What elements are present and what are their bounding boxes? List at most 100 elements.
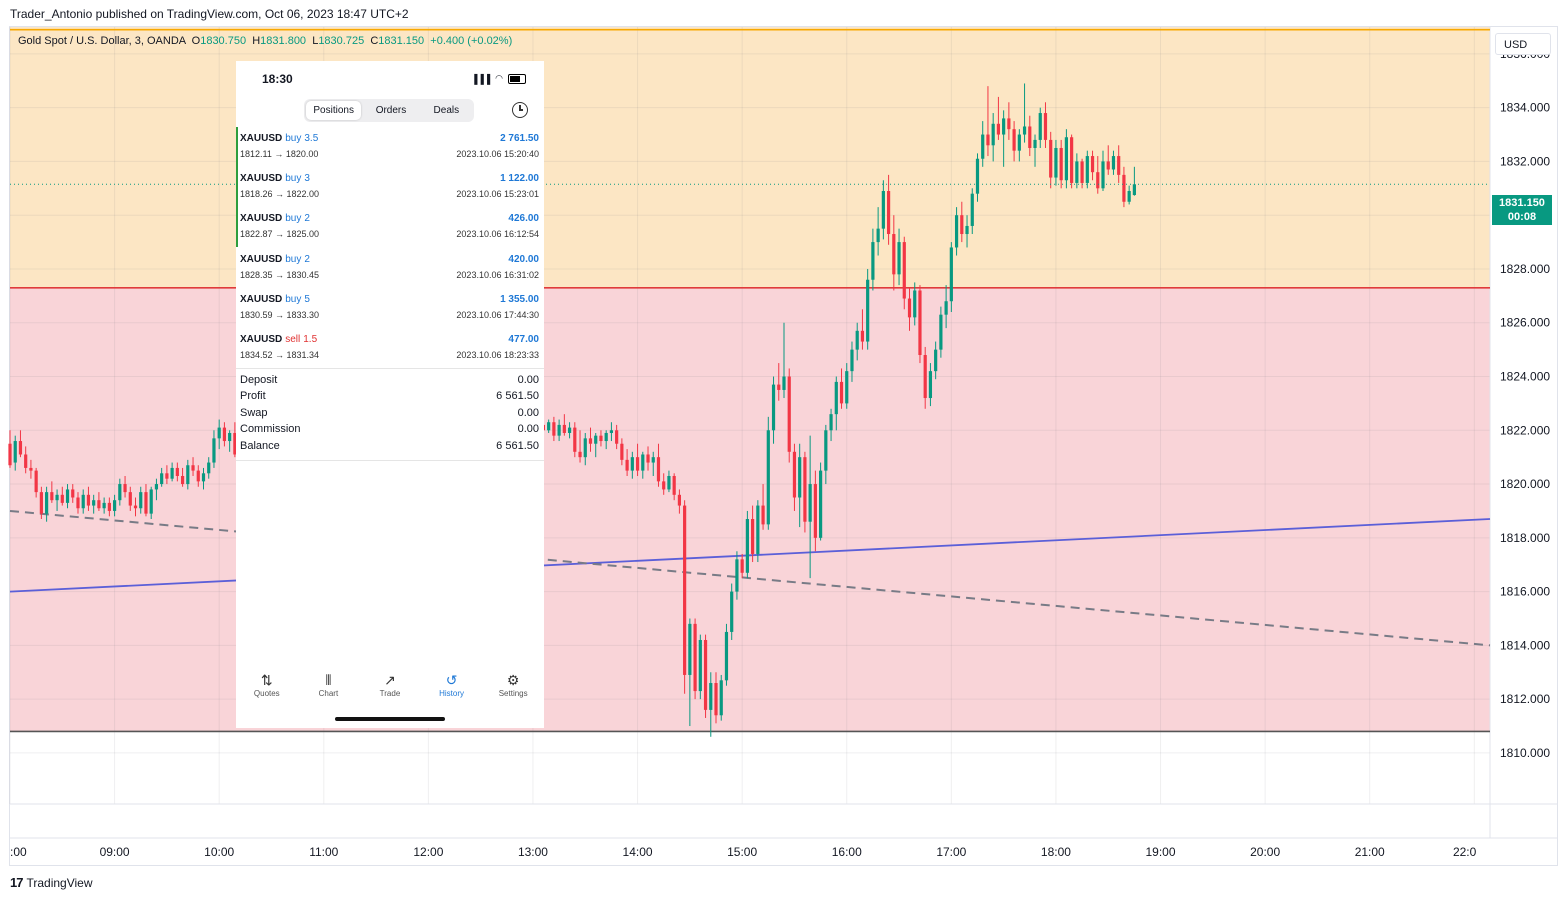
position-symbol: XAUUSD buy 3.5 — [240, 133, 319, 144]
position-symbol: XAUUSD buy 5 — [240, 293, 310, 305]
candle-body — [808, 484, 812, 522]
candle-body — [824, 430, 828, 471]
candle-body — [583, 438, 587, 458]
x-tick-label: 20:00 — [1250, 845, 1280, 859]
position-profit: 1 122.00 — [500, 173, 539, 185]
candle-body — [677, 494, 681, 506]
candle-body — [1038, 113, 1042, 140]
position-volume: 2 — [304, 253, 310, 265]
signal-icon: ▐▐▐ — [471, 73, 491, 84]
candle-body — [766, 430, 770, 525]
position-volume: 3 — [304, 173, 310, 185]
candle-body — [970, 193, 974, 226]
legend-high: 1831.800 — [260, 35, 307, 47]
candle-body — [819, 470, 823, 538]
period-clock-icon[interactable] — [512, 102, 528, 118]
candle-body — [803, 457, 807, 522]
tab-orders[interactable]: Orders — [375, 105, 407, 116]
position-row[interactable]: XAUUSD sell 1.5 1834.52 → 1831.34 477.00 2023… — [236, 334, 544, 374]
candle-body — [923, 355, 927, 399]
chart-icon: ⫴ — [325, 672, 332, 688]
position-marker — [236, 127, 238, 167]
x-tick-label: 18:00 — [1041, 845, 1071, 859]
candle-body — [829, 414, 833, 431]
position-prices: 1830.59 → 1833.30 — [240, 309, 320, 320]
position-row[interactable]: XAUUSD buy 3 1818.26 → 1822.00 1 122.00 2023.… — [236, 167, 544, 213]
candle-body — [1017, 134, 1021, 151]
y-tick-label: 1834.000 — [1500, 101, 1550, 115]
candle-body — [29, 467, 33, 471]
summary-row-commission: Commission 0.00 — [240, 423, 539, 436]
candle-body — [892, 234, 896, 275]
candle-body — [1101, 161, 1105, 189]
tab-trade[interactable]: ↗ Trade — [359, 671, 421, 711]
candle-body — [719, 680, 723, 716]
candle-body — [8, 443, 12, 466]
candle-body — [212, 438, 216, 463]
tab-deals[interactable]: Deals — [433, 105, 460, 116]
settings-icon: ⚙ — [506, 672, 520, 688]
candle-body — [18, 441, 23, 455]
candle-body — [1007, 118, 1011, 130]
x-tick-label: 22:0 — [1453, 845, 1477, 859]
candle-body — [683, 505, 687, 675]
candle-body — [92, 500, 96, 506]
candle-body — [1106, 161, 1110, 170]
position-marker — [236, 207, 238, 248]
tradingview-logo[interactable]: 17 TradingView — [10, 875, 93, 890]
candle-body — [609, 430, 614, 433]
position-prices: 1818.26 → 1822.00 — [240, 189, 320, 200]
candle-body — [651, 457, 655, 463]
position-row[interactable]: XAUUSD buy 3.5 1812.11 → 1820.00 2 761.50 202… — [236, 127, 544, 173]
position-prices: 1812.11 → 1820.00 — [240, 149, 319, 159]
bar-countdown: 00:08 — [1507, 211, 1537, 223]
tab-settings[interactable]: ⚙ Settings — [482, 671, 544, 711]
upper-zone — [10, 27, 1490, 288]
x-tick-label: 21:00 — [1355, 845, 1385, 859]
home-indicator — [335, 717, 445, 721]
candle-body — [782, 376, 786, 390]
tab-history[interactable]: ↺ History — [421, 671, 483, 711]
candle-body — [1132, 184, 1136, 196]
candle-body — [907, 298, 912, 318]
tab-quotes[interactable]: ⇅ Quotes — [236, 671, 298, 711]
position-row[interactable]: XAUUSD buy 5 1830.59 → 1833.30 1 355.00 2023.… — [236, 294, 544, 334]
candle-body — [60, 494, 64, 503]
legend-change: +0.400 (+0.02%) — [430, 35, 513, 47]
app-tab-bar: ⇅ Quotes ⫴ Chart ↗ Trade ↺ History ⚙ Settings — [236, 671, 544, 711]
candle-body — [703, 639, 708, 710]
candle-body — [118, 484, 122, 501]
candle-body — [578, 451, 582, 458]
candle-body — [761, 505, 765, 525]
y-tick-label: 1820.000 — [1500, 477, 1550, 491]
tab-positions[interactable]: Positions — [306, 101, 362, 120]
candle-body — [149, 489, 153, 514]
candle-body — [771, 384, 776, 431]
y-tick-label: 1824.000 — [1500, 370, 1550, 384]
candle-body — [871, 242, 875, 280]
candle-body — [144, 492, 148, 514]
candle-body — [1090, 156, 1095, 173]
publisher-text: Trader_Antonio published on TradingView.… — [10, 7, 409, 21]
candle-body — [949, 247, 953, 302]
candle-body — [918, 290, 922, 356]
position-prices: 1822.87 → 1825.00 — [240, 229, 320, 240]
position-profit: 2 761.50 — [500, 133, 539, 144]
history-icon: ↺ — [445, 672, 458, 688]
position-row[interactable]: XAUUSD buy 2 1828.35 → 1830.45 420.00 2023.10… — [236, 254, 544, 294]
candle-body — [960, 215, 964, 235]
currency-selector[interactable]: USD — [1495, 33, 1551, 55]
candle-body — [1064, 137, 1068, 181]
candle-body — [50, 492, 54, 501]
candle-body — [24, 454, 28, 468]
position-row[interactable]: XAUUSD buy 2 1822.87 → 1825.00 426.00 2023.10… — [236, 207, 544, 253]
candle-body — [641, 454, 645, 471]
candle-body — [1043, 113, 1048, 140]
candle-body — [839, 381, 844, 404]
candle-body — [709, 683, 713, 710]
tab-chart[interactable]: ⫴ Chart — [298, 671, 360, 711]
candle-body — [714, 683, 718, 716]
candle-body — [86, 494, 91, 506]
candle-body — [1096, 172, 1100, 189]
candle-body — [813, 484, 817, 538]
